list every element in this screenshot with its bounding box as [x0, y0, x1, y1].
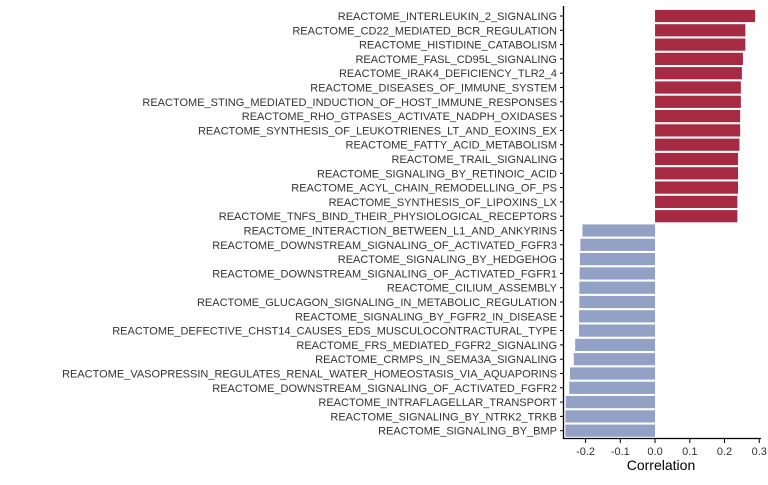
bar — [573, 353, 656, 366]
category-label: REACTOME_ACYL_CHAIN_REMODELLING_OF_PS — [291, 183, 557, 195]
bar — [655, 124, 741, 137]
bar — [655, 138, 740, 151]
bar — [655, 195, 738, 208]
bar — [655, 67, 742, 80]
category-label: REACTOME_CD22_MEDIATED_BCR_REGULATION — [292, 25, 557, 37]
bar — [655, 110, 741, 123]
bar — [579, 281, 656, 294]
category-label: REACTOME_SIGNALING_BY_RETINOIC_ACID — [317, 168, 557, 180]
x-tick-label: 0.3 — [752, 446, 767, 458]
category-label: REACTOME_STING_MEDIATED_INDUCTION_OF_HOS… — [142, 97, 557, 109]
category-label: REACTOME_GLUCAGON_SIGNALING_IN_METABOLIC… — [197, 297, 557, 309]
bar — [578, 324, 656, 337]
category-label: REACTOME_SYNTHESIS_OF_LEUKOTRIENES_LT_AN… — [198, 125, 558, 137]
bar — [655, 52, 743, 65]
category-label: REACTOME_DOWNSTREAM_SIGNALING_OF_ACTIVAT… — [212, 240, 557, 252]
category-label: REACTOME_IRAK4_DEFICIENCY_TLR2_4 — [339, 68, 557, 80]
bar — [655, 181, 739, 194]
bar — [578, 310, 656, 323]
bar — [580, 238, 656, 251]
category-label: REACTOME_SIGNALING_BY_NTRK2_TRKB — [330, 411, 557, 423]
x-tick-label: -0.1 — [611, 446, 630, 458]
category-label: REACTOME_TRAIL_SIGNALING — [392, 154, 557, 166]
category-label: REACTOME_DISEASES_OF_IMMUNE_SYSTEM — [310, 83, 557, 95]
bar — [655, 81, 741, 94]
category-label: REACTOME_HISTIDINE_CATABOLISM — [359, 40, 557, 52]
category-label: REACTOME_DOWNSTREAM_SIGNALING_OF_ACTIVAT… — [212, 268, 557, 280]
category-label: REACTOME_INTERLEUKIN_2_SIGNALING — [338, 11, 557, 23]
x-tick-label: 0.2 — [717, 446, 732, 458]
category-label: REACTOME_INTRAFLAGELLAR_TRANSPORT — [318, 397, 557, 409]
category-label: REACTOME_INTERACTION_BETWEEN_L1_AND_ANKY… — [244, 226, 557, 238]
bar — [655, 38, 746, 51]
x-axis-ticks: -0.2 -0.1 0.0 0.1 0.2 0.3 — [576, 439, 767, 458]
x-tick-label: 0.1 — [682, 446, 697, 458]
x-tick-label: 0.0 — [647, 446, 662, 458]
bar — [655, 9, 756, 23]
bar — [575, 338, 656, 351]
bar — [655, 210, 738, 223]
bars-layer — [565, 9, 756, 437]
bar — [569, 381, 656, 394]
bar — [565, 424, 656, 437]
x-axis-title: Correlation — [627, 457, 695, 473]
category-labels: REACTOME_INTERLEUKIN_2_SIGNALING REACTOME… — [62, 11, 563, 438]
bar — [582, 224, 656, 237]
bar — [579, 267, 656, 280]
category-label: REACTOME_FATTY_ACID_METABOLISM — [346, 140, 558, 152]
category-label: REACTOME_DOWNSTREAM_SIGNALING_OF_ACTIVAT… — [212, 383, 557, 395]
bar — [655, 167, 739, 180]
bar — [655, 152, 739, 166]
bar — [580, 253, 656, 266]
category-label: REACTOME_FRS_MEDIATED_FGFR2_SIGNALING — [296, 340, 557, 352]
category-label: REACTOME_SIGNALING_BY_BMP — [378, 426, 557, 438]
category-label: REACTOME_FASL_CD95L_SIGNALING — [355, 54, 557, 66]
x-tick-label: -0.2 — [576, 446, 595, 458]
category-label: REACTOME_SYNTHESIS_OF_LIPOXINS_LX — [329, 197, 558, 209]
bar — [579, 295, 656, 309]
category-label: REACTOME_RHO_GTPASES_ACTIVATE_NADPH_OXID… — [242, 111, 557, 123]
bar — [655, 95, 741, 108]
category-label: REACTOME_VASOPRESSIN_REGULATES_RENAL_WAT… — [62, 369, 557, 381]
category-label: REACTOME_CRMPS_IN_SEMA3A_SIGNALING — [315, 354, 557, 366]
bar — [565, 410, 656, 423]
bar — [655, 24, 746, 37]
category-label: REACTOME_CILIUM_ASSEMBLY — [387, 283, 558, 295]
category-label: REACTOME_SIGNALING_BY_FGFR2_IN_DISEASE — [295, 311, 557, 323]
category-label: REACTOME_SIGNALING_BY_HEDGEHOG — [338, 254, 557, 266]
category-label: REACTOME_TNFS_BIND_THEIR_PHYSIOLOGICAL_R… — [219, 211, 557, 223]
bar — [565, 396, 656, 409]
category-label: REACTOME_DEFECTIVE_CHST14_CAUSES_EDS_MUS… — [112, 326, 557, 338]
bar — [569, 367, 656, 380]
